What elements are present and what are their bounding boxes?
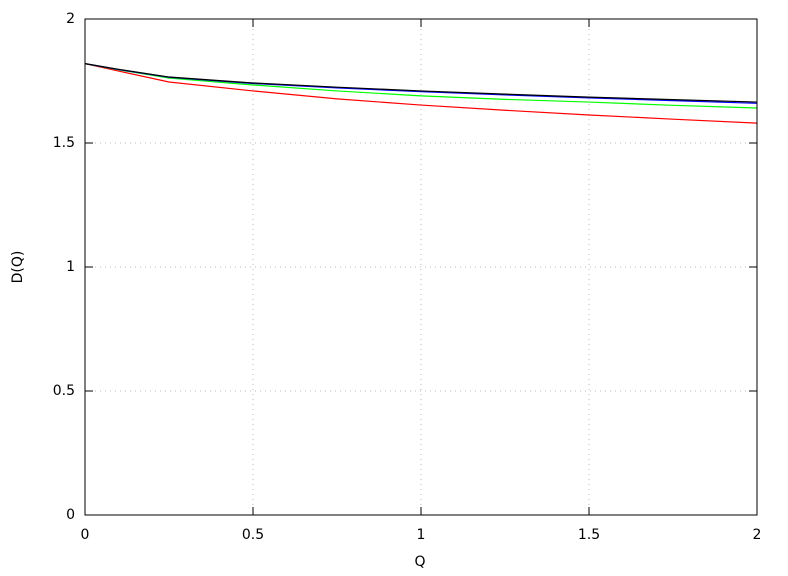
y-tick-label: 0	[66, 507, 75, 523]
x-tick-label: 0	[81, 527, 90, 543]
plot-border	[84, 18, 758, 516]
line-series	[84, 63, 758, 103]
x-tick-label: 0.5	[242, 527, 264, 543]
y-axis-label: D(Q)	[10, 251, 26, 284]
line-series	[84, 63, 758, 109]
y-tick-label: 1	[66, 259, 75, 275]
x-axis-label: Q	[414, 554, 425, 570]
x-tick-label: 1	[417, 527, 426, 543]
y-tick-label: 2	[66, 11, 75, 27]
y-tick-label: 0.5	[53, 383, 75, 399]
line-series	[84, 63, 758, 124]
x-tick-label: 2	[753, 527, 762, 543]
x-tick-label: 1.5	[578, 527, 600, 543]
y-tick-label: 1.5	[53, 135, 75, 151]
